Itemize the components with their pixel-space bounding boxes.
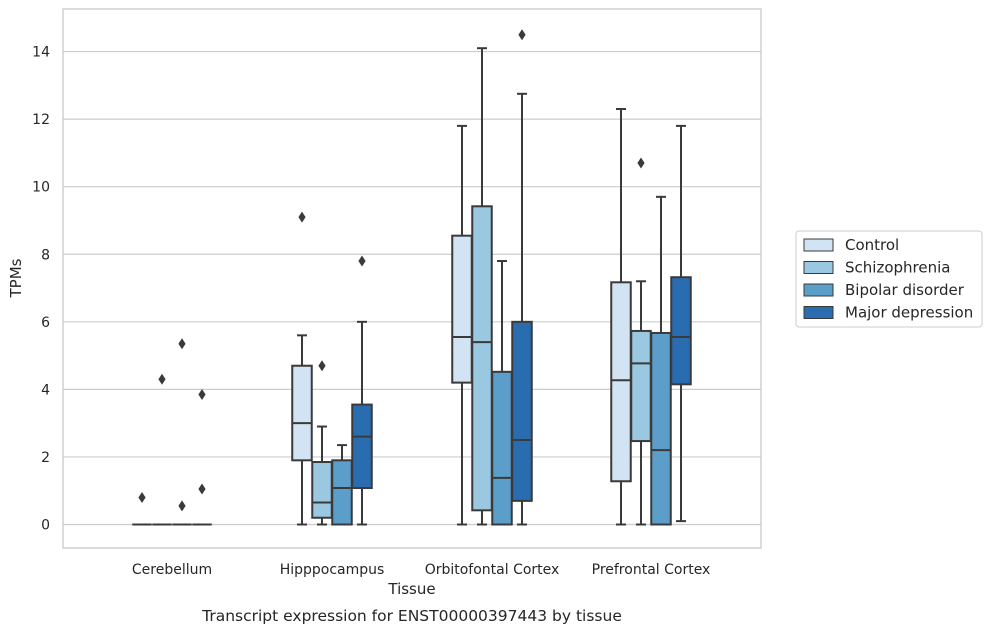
- x-axis-label: Tissue: [387, 580, 435, 598]
- box-major-depression: [192, 388, 212, 526]
- box-iqr: [471, 205, 493, 512]
- y-tick-label: 10: [32, 180, 50, 196]
- box-control: [291, 211, 313, 526]
- box-major-depression: [670, 124, 692, 523]
- box-iqr: [610, 281, 632, 483]
- box-schizophrenia: [471, 47, 493, 526]
- outlier-point: [358, 255, 366, 267]
- box-schizophrenia: [630, 157, 652, 526]
- legend-swatch: [803, 306, 834, 319]
- grid-lines: [63, 50, 761, 526]
- legend-items: Control Schizophrenia Bipolar disorder Majo…: [803, 236, 973, 322]
- box-control: [132, 491, 152, 526]
- x-axis-ticks: Cerebellum Hipppocampus Orbitofontal Corte…: [132, 562, 710, 578]
- legend-label: Bipolar disorder: [845, 281, 965, 299]
- outlier-point: [158, 373, 166, 385]
- box-major-depression: [351, 255, 373, 526]
- outlier-point: [318, 360, 326, 372]
- box-iqr: [331, 459, 353, 526]
- box-schizophrenia: [152, 373, 172, 526]
- box-iqr: [630, 329, 652, 443]
- outlier-point: [518, 29, 526, 41]
- y-tick-label: 2: [41, 450, 50, 466]
- legend-frame: [795, 230, 983, 328]
- legend-swatch: [803, 283, 834, 297]
- box-control: [610, 108, 632, 526]
- box-iqr: [351, 403, 373, 490]
- y-tick-label: 8: [41, 247, 50, 263]
- legend: Control Schizophrenia Bipolar disorder Majo…: [795, 230, 983, 328]
- y-tick-label: 6: [41, 315, 50, 331]
- box-schizophrenia: [311, 360, 333, 526]
- box-bipolar-disorder: [172, 338, 192, 526]
- y-tick-label: 12: [32, 112, 50, 128]
- box-iqr: [650, 331, 672, 526]
- box-iqr: [491, 370, 513, 526]
- legend-label: Schizophrenia: [845, 259, 950, 277]
- box-iqr: [451, 234, 473, 384]
- outlier-point: [637, 157, 645, 169]
- x-tick-label: Cerebellum: [132, 562, 212, 578]
- plot-frame: [62, 8, 762, 549]
- x-tick-label: Hipppocampus: [280, 562, 385, 578]
- box-iqr: [291, 364, 313, 462]
- legend-label: Control: [845, 236, 899, 254]
- box-bipolar-disorder: [491, 260, 513, 526]
- chart-caption: Transcript expression for ENST0000039744…: [201, 607, 622, 625]
- legend-swatch: [803, 261, 834, 274]
- box-control: [451, 124, 473, 526]
- y-tick-label: 4: [41, 382, 50, 398]
- outlier-point: [178, 338, 186, 350]
- y-tick-label: 14: [32, 45, 50, 61]
- y-tick-label: 0: [41, 518, 50, 534]
- outlier-point: [198, 483, 206, 495]
- outlier-point: [198, 388, 206, 400]
- box-iqr: [311, 461, 333, 519]
- box-iqr: [511, 320, 533, 502]
- outlier-point: [178, 500, 186, 512]
- box-iqr: [670, 276, 692, 386]
- plot-boxes: [132, 29, 692, 526]
- legend-label: Major depression: [845, 304, 973, 322]
- box-bipolar-disorder: [650, 195, 672, 526]
- box-bipolar-disorder: [331, 444, 353, 526]
- outlier-point: [138, 491, 146, 503]
- x-tick-label: Orbitofontal Cortex: [425, 562, 560, 578]
- box-major-depression: [511, 29, 533, 526]
- legend-swatch: [803, 238, 834, 252]
- x-tick-label: Prefrontal Cortex: [592, 562, 711, 578]
- outlier-point: [298, 211, 306, 223]
- y-axis-label: TPMs: [7, 258, 25, 298]
- y-axis-ticks: 0 2 4 6 8 10 12 14: [32, 45, 50, 534]
